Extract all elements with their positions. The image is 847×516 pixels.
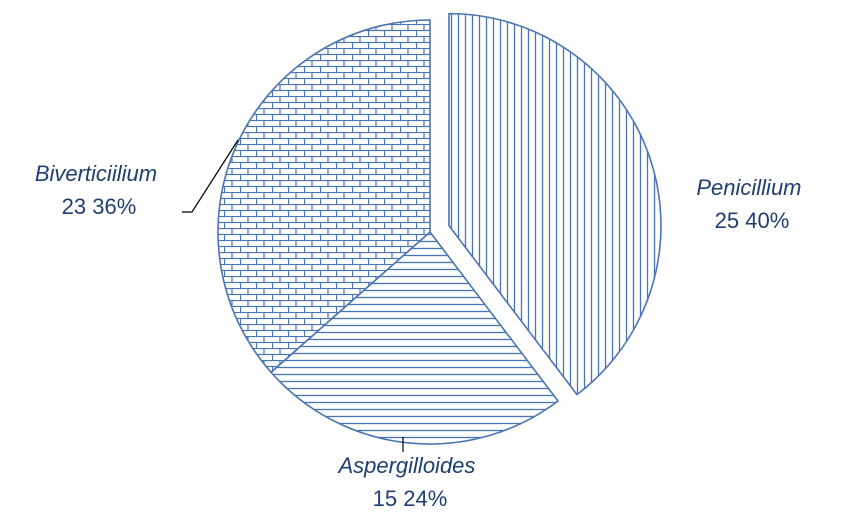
slice-name-penicillium: Penicillium [696,175,801,200]
slice-percent-aspergilloides: 24% [403,486,447,511]
slice-percent-penicillium: 40% [745,208,789,233]
slice-value-aspergilloides: 15 [373,486,397,511]
slice-value-biverticiilium: 23 [62,194,86,219]
slice-name-aspergilloides: Aspergilloides [338,453,475,478]
data-label-penicillium: Penicillium ਽ 25 ਽40% [672,172,832,238]
slice-percent-biverticiilium: 36% [92,194,136,219]
slice-name-biverticiilium: Biverticiilium [35,161,157,186]
data-label-aspergilloides: Aspergilloides ਽ 15 ਽24% [310,450,510,516]
slice-value-penicillium: 25 [715,208,739,233]
data-label-biverticiilium: Biverticiilium ਽ 23 ਽36% [4,158,194,224]
